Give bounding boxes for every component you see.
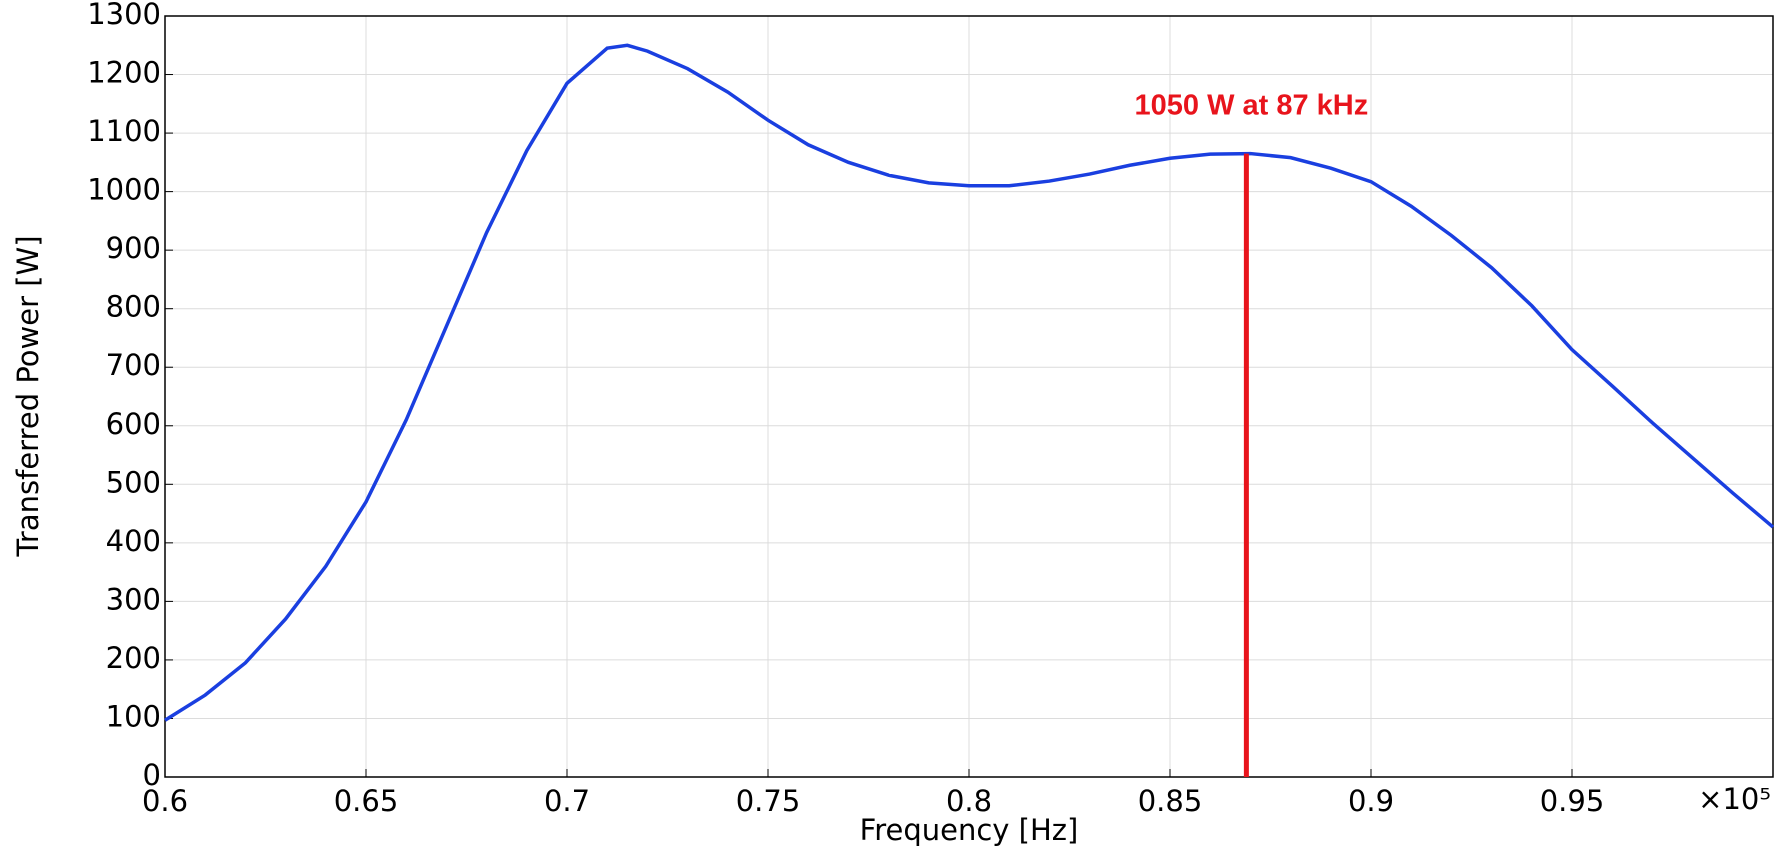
y-tick-label: 500: [106, 465, 161, 499]
y-tick-label: 800: [106, 290, 161, 324]
y-tick-label: 1300: [87, 0, 161, 31]
plot-frame: [164, 15, 1774, 778]
x-tick-label: 0.75: [736, 784, 801, 818]
x-axis-title: Frequency [Hz]: [860, 813, 1079, 847]
x-tick-label: 0.8: [946, 784, 992, 818]
y-tick-label: 100: [106, 699, 161, 733]
y-tick-label: 1200: [87, 56, 161, 90]
y-tick-label: 700: [106, 348, 161, 382]
y-tick-label: 200: [106, 641, 161, 675]
y-tick-label: 300: [106, 582, 161, 616]
y-tick-label: 900: [106, 231, 161, 265]
x-scale-label: ×10⁵: [1698, 782, 1771, 816]
y-tick-label: 1000: [87, 173, 161, 207]
y-tick-label: 0: [143, 758, 161, 792]
x-tick-label: 0.7: [544, 784, 590, 818]
y-tick-label: 600: [106, 407, 161, 441]
y-tick-label: 1100: [87, 114, 161, 148]
y-axis-title: Transferred Power [W]: [11, 235, 45, 557]
x-tick-label: 0.95: [1540, 784, 1605, 818]
data-line: [164, 43, 1775, 722]
annotation-label: 1050 W at 87 kHz: [1135, 90, 1369, 122]
x-tick-label: 0.9: [1348, 784, 1394, 818]
x-tick-label: 0.85: [1138, 784, 1203, 818]
x-tick-label: 0.6: [142, 784, 188, 818]
y-tick-label: 400: [106, 524, 161, 558]
x-tick-label: 0.65: [334, 784, 399, 818]
